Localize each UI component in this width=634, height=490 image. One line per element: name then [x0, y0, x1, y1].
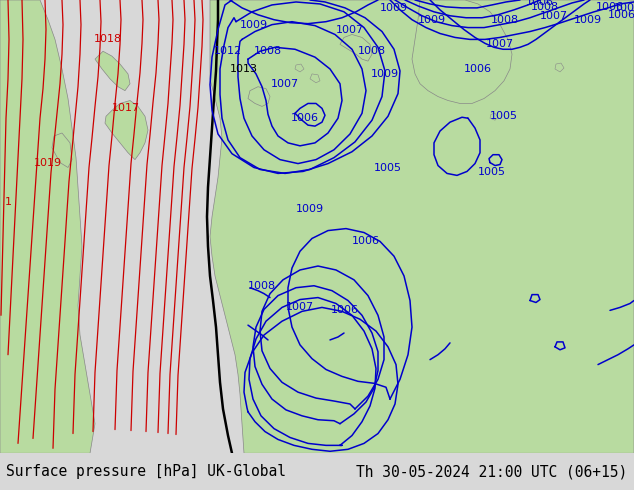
Polygon shape: [310, 74, 320, 83]
Text: 1006: 1006: [352, 236, 380, 246]
Polygon shape: [210, 0, 634, 453]
Text: 1009: 1009: [574, 15, 602, 24]
Text: 1006: 1006: [614, 3, 634, 13]
Text: 1007: 1007: [540, 11, 568, 21]
Text: 1006: 1006: [526, 0, 554, 7]
Text: 1006: 1006: [596, 2, 624, 12]
Text: 1009: 1009: [296, 204, 324, 214]
Polygon shape: [412, 0, 512, 103]
Text: 1009: 1009: [240, 20, 268, 29]
Text: 1009: 1009: [418, 15, 446, 24]
Polygon shape: [95, 51, 130, 91]
Text: 1018: 1018: [94, 34, 122, 45]
Text: 1007: 1007: [486, 39, 514, 49]
Text: 1006: 1006: [608, 10, 634, 20]
Text: 1008: 1008: [248, 281, 276, 291]
Text: 1008: 1008: [358, 46, 386, 56]
Text: Surface pressure [hPa] UK-Global: Surface pressure [hPa] UK-Global: [6, 464, 287, 479]
Text: 1008: 1008: [254, 46, 282, 56]
Text: 1007: 1007: [286, 302, 314, 313]
Text: 1006: 1006: [331, 305, 359, 316]
Text: 1008: 1008: [531, 2, 559, 12]
Text: 1006: 1006: [291, 113, 319, 123]
Text: 1009: 1009: [371, 69, 399, 79]
Polygon shape: [0, 0, 95, 453]
Polygon shape: [490, 113, 498, 120]
Polygon shape: [555, 63, 564, 72]
Polygon shape: [248, 87, 270, 106]
Text: 1019: 1019: [34, 158, 62, 168]
Text: 1013: 1013: [230, 64, 258, 74]
Text: 1: 1: [5, 197, 12, 207]
Text: 1007: 1007: [336, 24, 364, 35]
Text: 1017: 1017: [112, 103, 140, 113]
Polygon shape: [340, 34, 372, 61]
Polygon shape: [295, 64, 304, 72]
Text: 1005: 1005: [374, 163, 402, 172]
Text: Th 30-05-2024 21:00 UTC (06+15): Th 30-05-2024 21:00 UTC (06+15): [356, 464, 628, 479]
Text: 1008: 1008: [491, 15, 519, 24]
Polygon shape: [52, 133, 72, 168]
Text: 1005: 1005: [490, 111, 518, 121]
Text: 1006: 1006: [464, 64, 492, 74]
Polygon shape: [105, 100, 148, 160]
Text: 1005: 1005: [478, 168, 506, 177]
Text: 1007: 1007: [271, 79, 299, 89]
Text: 1009: 1009: [380, 3, 408, 13]
Text: 1012: 1012: [214, 46, 242, 56]
